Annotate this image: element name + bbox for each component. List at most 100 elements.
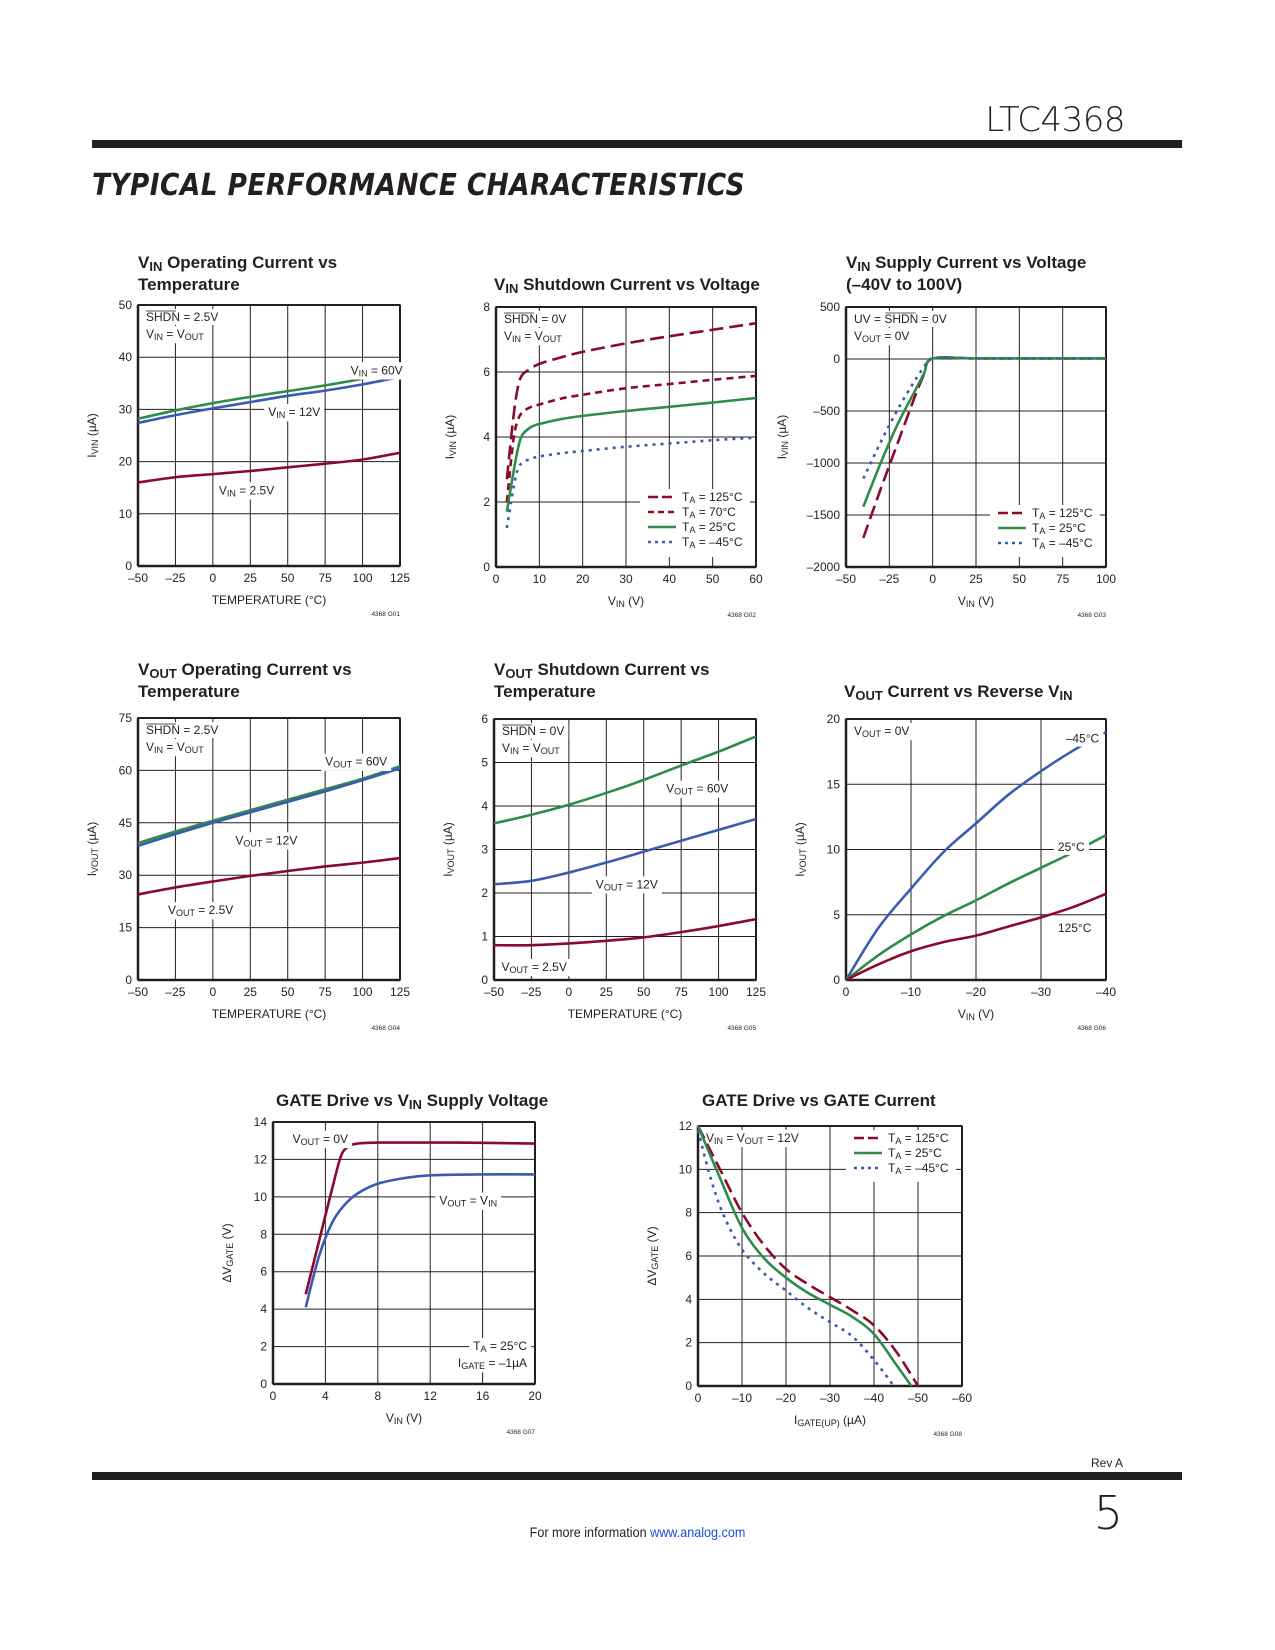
x-tick-label: –50 bbox=[836, 572, 856, 586]
svg-text:VIN = VOUT: VIN = VOUT bbox=[504, 329, 562, 344]
y-tick-label: 4 bbox=[483, 430, 490, 444]
series-line-t-a-125-c bbox=[696, 1125, 920, 1387]
curve-label: VOUT = VIN bbox=[435, 1192, 502, 1210]
y-axis-label: IVOUT (µA) bbox=[85, 822, 100, 877]
svg-text:VIN = 60V: VIN = 60V bbox=[351, 363, 403, 378]
x-tick-label: 100 bbox=[353, 985, 373, 999]
x-tick-label: 0 bbox=[210, 985, 217, 999]
svg-text:VOUT = 60V: VOUT = 60V bbox=[666, 782, 728, 797]
chart-condition: IGATE = –1µA bbox=[453, 1355, 531, 1373]
x-tick-label: 25 bbox=[969, 572, 983, 586]
x-tick-label: –10 bbox=[901, 985, 921, 999]
x-tick-label: 0 bbox=[695, 1391, 702, 1405]
svg-text:IGATE = –1µA: IGATE = –1µA bbox=[458, 1356, 527, 1371]
x-tick-label: –20 bbox=[966, 985, 986, 999]
curve-label: VOUT = 0V bbox=[288, 1130, 353, 1149]
svg-text:UV = SHDN = 0V: UV = SHDN = 0V bbox=[854, 312, 947, 326]
figure-code: 4368 G06 bbox=[1077, 1025, 1106, 1032]
series-line-t-a-125-c bbox=[505, 321, 757, 480]
footer-more-info: For more information bbox=[529, 1524, 647, 1540]
y-tick-label: 5 bbox=[481, 756, 488, 770]
footer-link[interactable]: www.analog.com bbox=[650, 1524, 746, 1540]
series-line-t-a-45-c bbox=[862, 356, 1106, 480]
footer-rule bbox=[92, 1472, 1182, 1480]
x-tick-label: –50 bbox=[128, 571, 148, 585]
chart-title: VOUT Current vs Reverse VIN bbox=[844, 682, 1073, 703]
y-tick-label: 6 bbox=[483, 365, 490, 379]
x-tick-label: 75 bbox=[318, 985, 332, 999]
chart-condition: VIN = VOUT bbox=[142, 326, 209, 344]
svg-text:VOUT = 2.5V: VOUT = 2.5V bbox=[501, 960, 566, 975]
y-tick-label: 1 bbox=[481, 930, 488, 944]
y-tick-label: 6 bbox=[685, 1249, 692, 1263]
x-axis-label: IGATE(UP) (µA) bbox=[794, 1413, 866, 1428]
svg-text:SHDN = 0V: SHDN = 0V bbox=[502, 724, 564, 738]
svg-text:TA = 25°C: TA = 25°C bbox=[473, 1339, 527, 1354]
chart-title: Temperature bbox=[138, 275, 240, 294]
svg-text:VOUT = VIN: VOUT = VIN bbox=[439, 1194, 497, 1209]
curve-label: VIN = 60V bbox=[346, 362, 407, 380]
x-tick-label: –30 bbox=[1031, 985, 1051, 999]
x-tick-label: 25 bbox=[244, 985, 258, 999]
svg-text:VIN = VOUT: VIN = VOUT bbox=[146, 740, 204, 755]
x-tick-label: 10 bbox=[533, 572, 547, 586]
x-tick-label: –40 bbox=[864, 1391, 884, 1405]
x-tick-label: –40 bbox=[1096, 985, 1116, 999]
x-tick-label: 25 bbox=[244, 571, 258, 585]
section-title: TYPICAL PERFORMANCE CHARACTERISTICS bbox=[92, 168, 746, 203]
y-tick-label: –1000 bbox=[807, 456, 841, 470]
curve-label: VIN = 2.5V bbox=[214, 482, 279, 500]
y-tick-label: 15 bbox=[119, 921, 133, 935]
svg-text:VIN = 12V: VIN = 12V bbox=[268, 405, 320, 420]
chart-condition: SHDN = 2.5V bbox=[142, 309, 223, 325]
legend-label: TA = –45°C bbox=[682, 535, 743, 550]
x-tick-label: 30 bbox=[619, 572, 633, 586]
y-axis-label: IVOUT (µA) bbox=[793, 822, 808, 877]
figure-code: 4368 G05 bbox=[727, 1025, 756, 1032]
y-tick-label: 30 bbox=[119, 402, 133, 416]
svg-text:VOUT = 2.5V: VOUT = 2.5V bbox=[168, 903, 233, 918]
y-tick-label: 5 bbox=[833, 908, 840, 922]
y-tick-label: 14 bbox=[254, 1115, 268, 1129]
y-tick-label: –500 bbox=[813, 404, 840, 418]
series-line-v-in-2-5v bbox=[137, 451, 401, 484]
series-line-v-out-0v bbox=[304, 1141, 536, 1295]
x-tick-label: 0 bbox=[929, 572, 936, 586]
y-tick-label: 0 bbox=[125, 559, 132, 573]
x-tick-label: 20 bbox=[576, 572, 590, 586]
x-tick-label: –60 bbox=[952, 1391, 972, 1405]
x-tick-label: 0 bbox=[270, 1389, 277, 1403]
y-tick-label: 500 bbox=[820, 300, 840, 314]
series-line-v-out-12v bbox=[493, 817, 757, 886]
svg-text:VIN = VOUT: VIN = VOUT bbox=[146, 327, 204, 342]
svg-text:VIN = 2.5V: VIN = 2.5V bbox=[219, 483, 274, 498]
svg-text:SHDN = 2.5V: SHDN = 2.5V bbox=[146, 723, 218, 737]
series-line-v-out-60v bbox=[493, 735, 757, 825]
x-axis-label: VIN (V) bbox=[958, 1007, 994, 1022]
svg-text:SHDN = 2.5V: SHDN = 2.5V bbox=[146, 310, 218, 324]
legend: TA = 125°CTA = 25°CTA = –45°C bbox=[990, 505, 1100, 557]
legend-label: TA = 125°C bbox=[888, 1131, 949, 1146]
y-tick-label: 0 bbox=[833, 352, 840, 366]
y-tick-label: –2000 bbox=[807, 560, 841, 574]
legend-label: TA = 125°C bbox=[1032, 506, 1093, 521]
svg-text:SHDN = 0V: SHDN = 0V bbox=[504, 312, 566, 326]
y-tick-label: 50 bbox=[119, 298, 133, 312]
y-tick-label: 12 bbox=[679, 1119, 693, 1133]
part-number: LTC4368 bbox=[985, 100, 1125, 140]
figure-code: 4368 G02 bbox=[727, 612, 756, 619]
legend-label: TA = 70°C bbox=[682, 505, 736, 520]
legend-label: TA = 25°C bbox=[682, 520, 736, 535]
x-tick-label: –50 bbox=[484, 985, 504, 999]
chart-condition: SHDN = 0V bbox=[498, 723, 569, 739]
y-tick-label: 10 bbox=[827, 843, 841, 857]
legend-label: TA = –45°C bbox=[1032, 536, 1093, 551]
y-tick-label: 45 bbox=[119, 816, 133, 830]
chart-title: VOUT Operating Current vs bbox=[138, 660, 352, 681]
y-tick-label: 6 bbox=[260, 1265, 267, 1279]
svg-text:VOUT = 12V: VOUT = 12V bbox=[235, 833, 297, 848]
curve-label: 125°C bbox=[1053, 919, 1096, 936]
y-tick-label: 10 bbox=[254, 1190, 268, 1204]
